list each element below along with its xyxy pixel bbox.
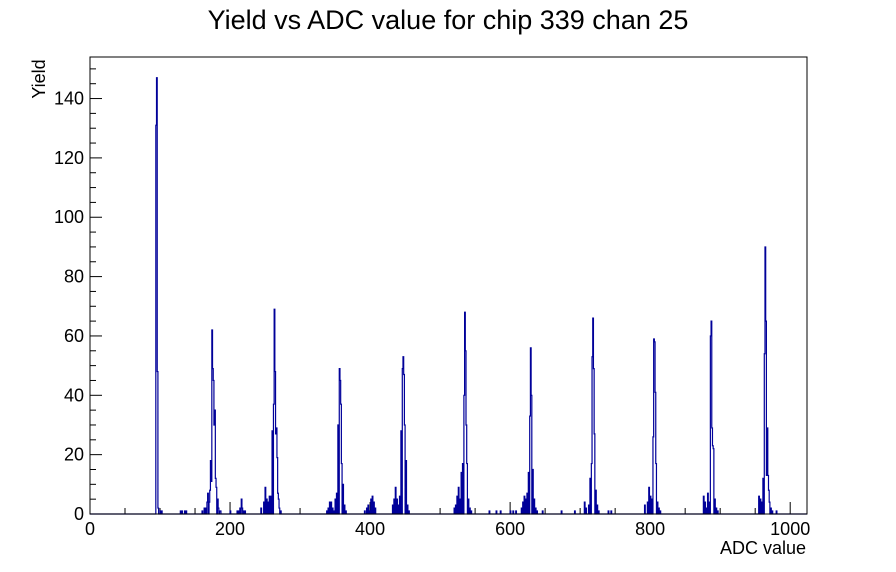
y-tick-label: 120: [54, 148, 84, 168]
x-tick-label: 200: [215, 519, 245, 539]
x-tick-label: 1000: [770, 519, 810, 539]
y-tick-label: 0: [74, 504, 84, 524]
y-axis-label: Yield: [29, 59, 49, 98]
y-tick-label: 20: [64, 445, 84, 465]
x-tick-label: 800: [635, 519, 665, 539]
y-tick-label: 60: [64, 326, 84, 346]
chart-title: Yield vs ADC value for chip 339 chan 25: [208, 5, 689, 35]
x-tick-label: 0: [85, 519, 95, 539]
x-tick-label: 600: [495, 519, 525, 539]
y-tick-label: 100: [54, 207, 84, 227]
tick-labels: 0 200 400 600 800 1000 0 20 40 60 80 100 120 140: [54, 89, 810, 539]
plot-frame: [89, 56, 808, 515]
y-tick-label: 80: [64, 267, 84, 287]
x-axis-label: ADC value: [720, 538, 806, 558]
histogram-series-line: [90, 77, 807, 515]
y-tick-label: 140: [54, 89, 84, 109]
x-tick-label: 400: [355, 519, 385, 539]
y-tick-label: 40: [64, 385, 84, 405]
